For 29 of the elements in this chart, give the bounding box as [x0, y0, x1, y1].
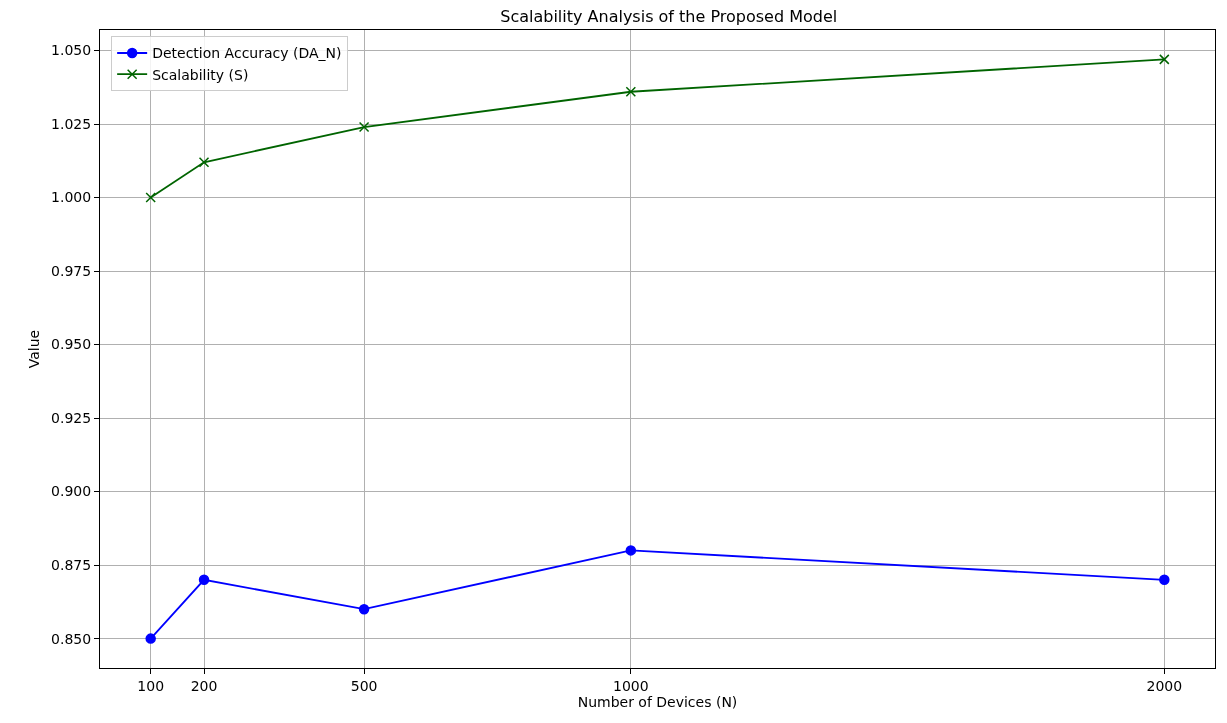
y-tick-label: 0.850	[51, 630, 92, 647]
legend-label: Detection Accuracy (DA_N)	[152, 45, 342, 62]
point	[1159, 574, 1170, 586]
x-tick-label: 100	[137, 677, 165, 694]
y-tick-label: 0.975	[51, 262, 92, 279]
y-axis-title: Value	[25, 329, 42, 369]
x-tick-label: 1000	[613, 677, 649, 694]
y-tick-label: 0.950	[51, 336, 92, 353]
point	[145, 633, 156, 644]
y-tick-label: 1.050	[51, 42, 92, 59]
x-tick-label: 500	[350, 677, 378, 694]
x-axis-title: Number of Devices (N)	[577, 694, 738, 711]
point	[358, 121, 370, 133]
point	[198, 574, 210, 586]
y-tick-label: 0.875	[51, 557, 92, 573]
point	[625, 86, 637, 97]
y-tick-label: 0.900	[51, 483, 92, 500]
point	[625, 545, 637, 556]
chart-title: Scalability Analysis of the Proposed Model	[500, 7, 838, 27]
x-tick-label: 200	[190, 677, 218, 694]
legend-label: Scalability (S)	[152, 66, 249, 83]
point	[1159, 54, 1170, 65]
x-tick-label: 2000	[1146, 677, 1183, 694]
y-tick-label: 0.925	[51, 409, 92, 426]
point	[145, 192, 156, 203]
y-tick-label: 1.000	[51, 189, 92, 206]
point	[198, 157, 210, 168]
y-tick-label: 1.025	[51, 115, 92, 132]
point	[358, 603, 370, 615]
